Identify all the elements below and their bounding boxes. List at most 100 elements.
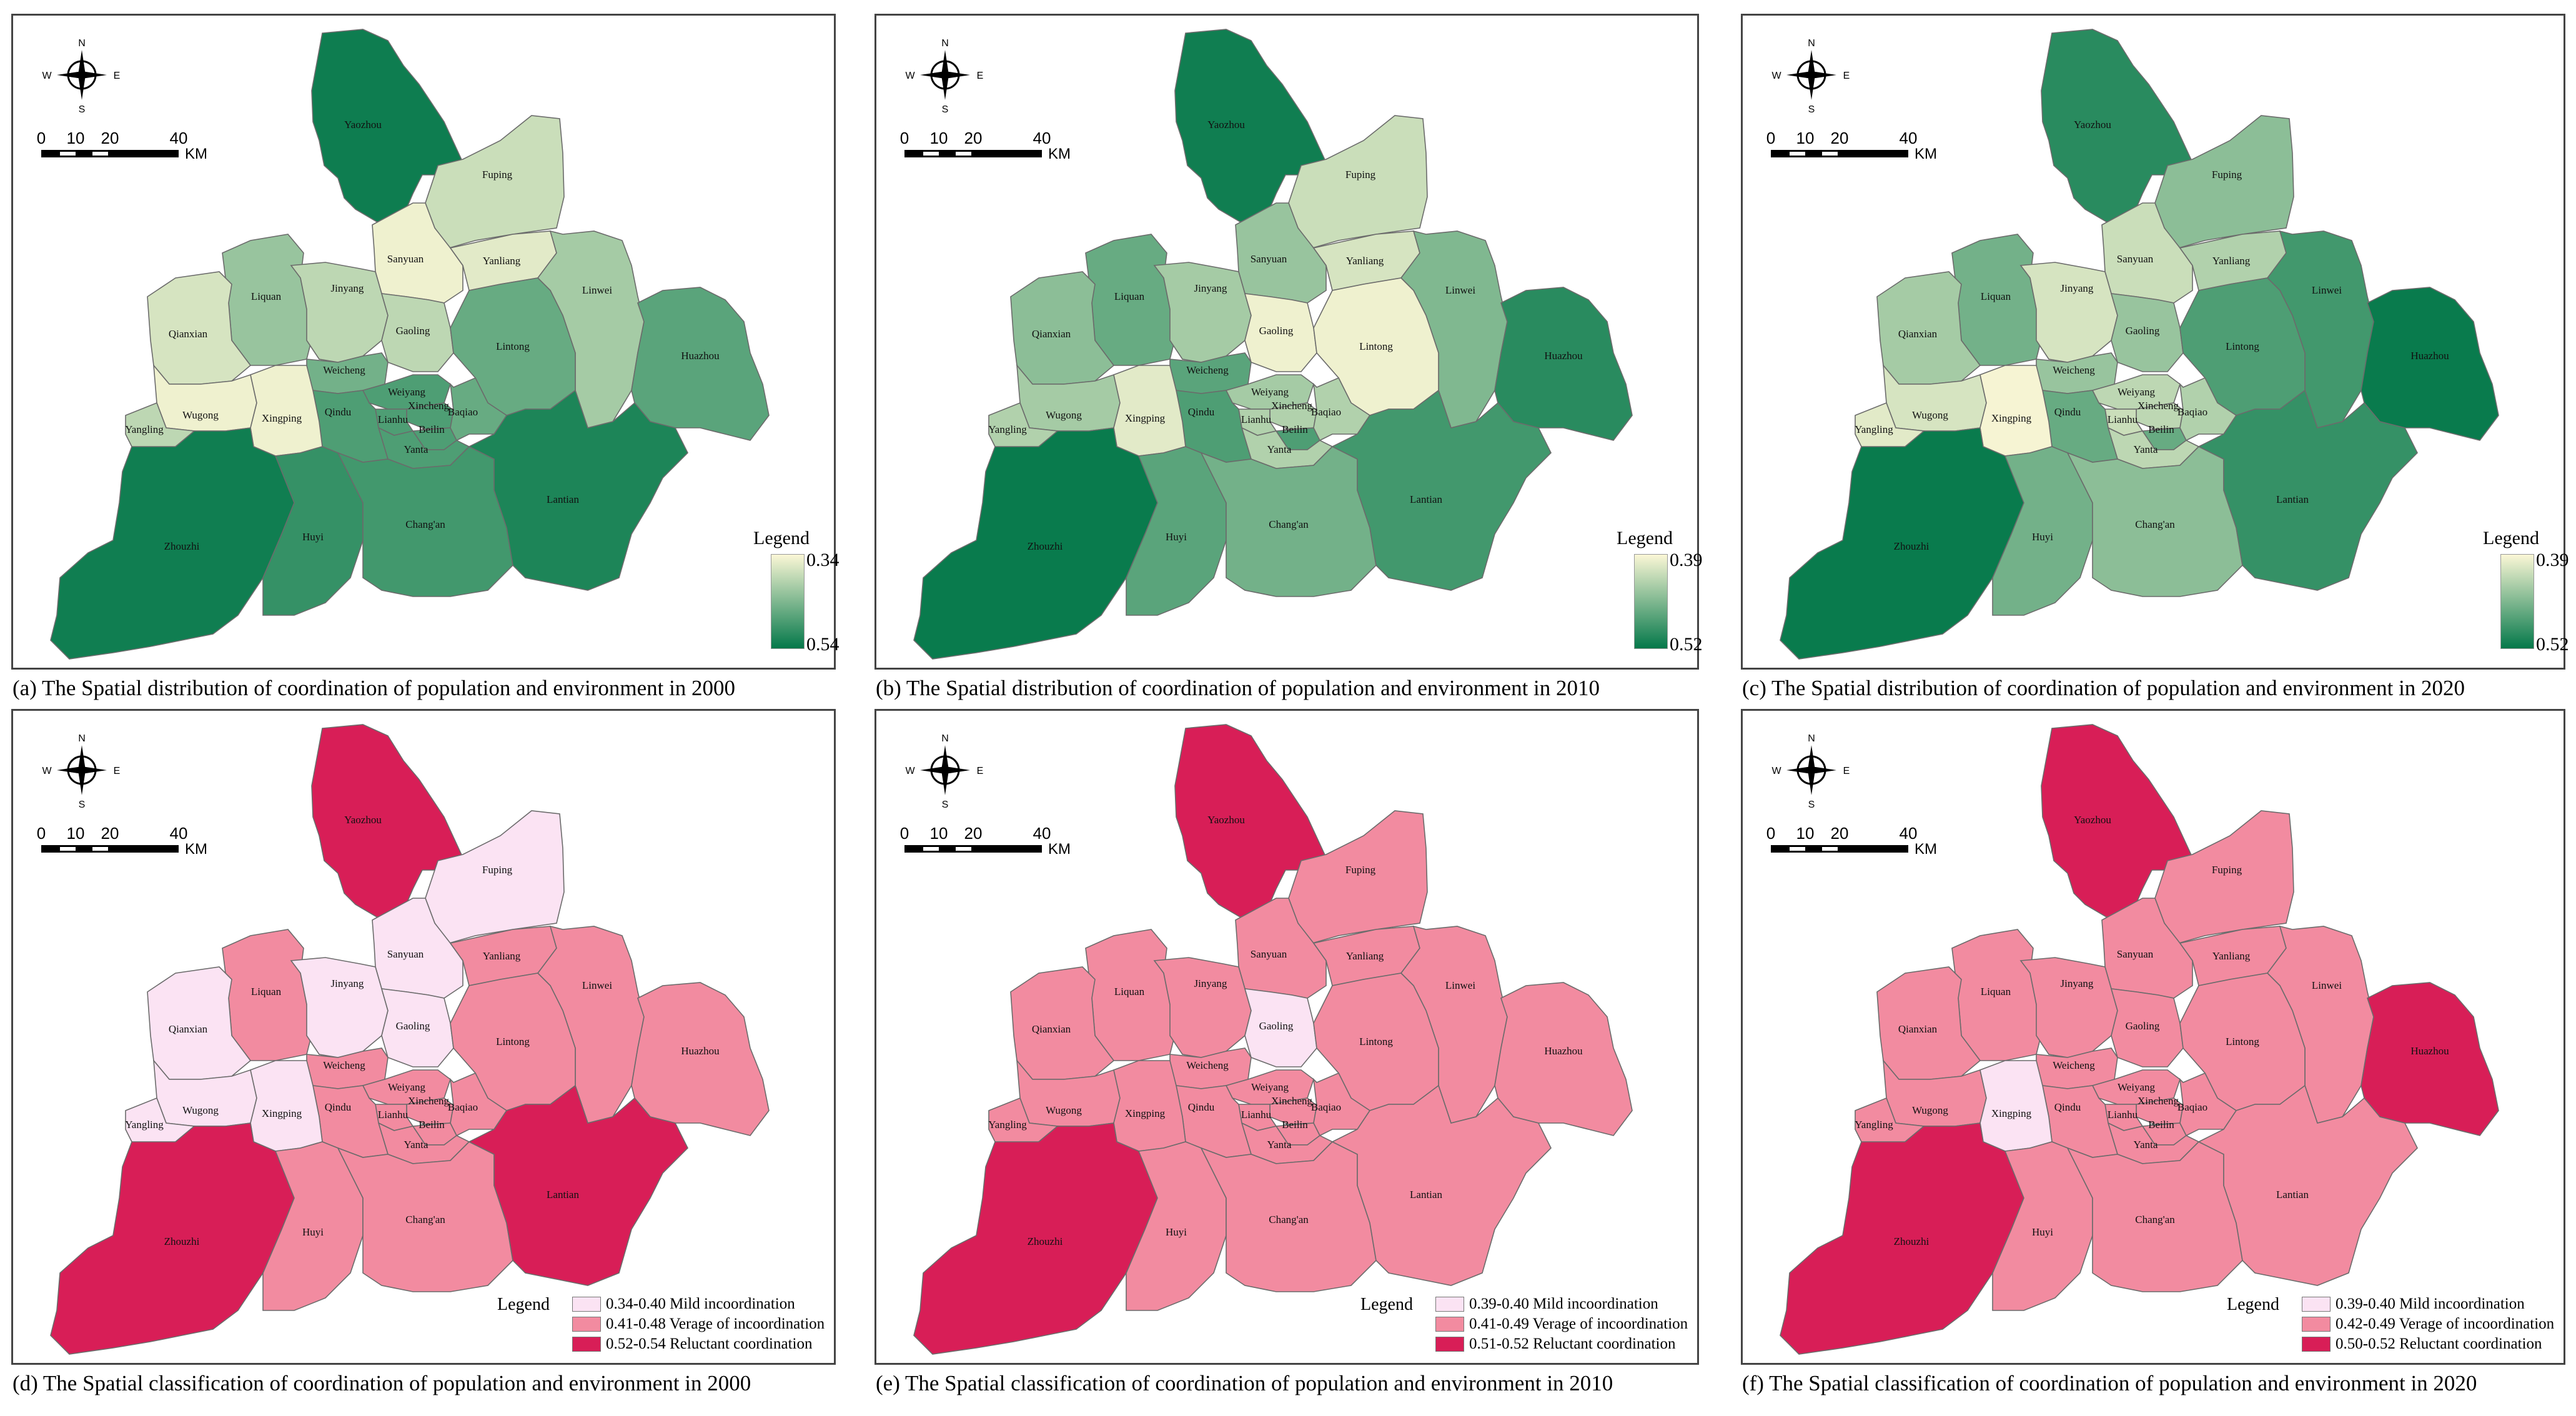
legend-title: Legend — [497, 1295, 550, 1314]
panel-caption: (d) The Spatial classification of coordi… — [12, 1371, 751, 1395]
district-label: Lianhu — [378, 413, 409, 425]
district-label: Sanyuan — [387, 253, 424, 265]
district-huazhou[interactable] — [631, 982, 770, 1136]
district-zhouzhi[interactable] — [1780, 1122, 2038, 1355]
compass-needle-s — [78, 75, 86, 100]
district-huazhou[interactable] — [2361, 287, 2499, 441]
district-label: Baqiao — [2177, 1101, 2207, 1113]
legend-class-row: 0.52-0.54 Reluctant coordination — [572, 1335, 812, 1354]
district-huyi[interactable] — [1992, 446, 2093, 616]
district-weiyang[interactable] — [362, 1069, 451, 1105]
district-jinyang[interactable] — [1153, 957, 1252, 1058]
compass-label-e: E — [114, 766, 121, 776]
district-label: Xincheng — [2138, 400, 2179, 412]
scale-tick-label: 40 — [1900, 824, 1918, 843]
legend-class-row: 0.41-0.48 Verage of incoordination — [572, 1315, 825, 1334]
scale-bar-segment — [60, 847, 76, 851]
district-zhouzhi[interactable] — [50, 1122, 308, 1355]
district-baqiao[interactable] — [2179, 1072, 2237, 1137]
district-label: Xingping — [1125, 412, 1166, 424]
district-baqiao[interactable] — [449, 1072, 508, 1137]
district-baqiao[interactable] — [1312, 1072, 1371, 1137]
compass-label-n: N — [78, 38, 86, 49]
compass-label-n: N — [1808, 38, 1815, 49]
compass-needle-s — [1808, 770, 1815, 795]
district-label: Chang'an — [2135, 1214, 2175, 1225]
district-zhouzhi[interactable] — [50, 427, 308, 660]
district-lantian[interactable] — [2197, 389, 2418, 591]
scale-tick-label: 40 — [170, 824, 188, 843]
compass-needle-s — [941, 75, 949, 100]
map-panel-1: Yaozhou Fuping Sanyuan Yanliang Liquan Jinyan… — [11, 14, 840, 670]
district-baqiao[interactable] — [449, 377, 508, 442]
district-label: Huazhou — [2410, 350, 2449, 362]
district-weiyang[interactable] — [2091, 1069, 2181, 1105]
compass-needle-n — [1808, 745, 1815, 770]
district-baqiao[interactable] — [2179, 377, 2237, 442]
compass-needle-w — [57, 71, 82, 79]
legend-swatch — [2302, 1317, 2331, 1332]
district-huyi[interactable] — [1126, 446, 1227, 616]
district-label: Huazhou — [681, 1045, 720, 1057]
district-huyi[interactable] — [262, 1141, 364, 1311]
district-zhouzhi[interactable] — [913, 427, 1171, 660]
district-huyi[interactable] — [262, 446, 364, 616]
district-jinyang[interactable] — [2019, 957, 2118, 1058]
district-label: Fuping — [1345, 864, 1376, 876]
scale-tick-label: 40 — [1900, 129, 1918, 147]
legend-swatch — [572, 1297, 601, 1312]
map-panel-6: Yaozhou Fuping Sanyuan Yanliang Liquan Jinyan… — [1741, 709, 2565, 1365]
district-jinyang[interactable] — [290, 957, 389, 1058]
district-gaoling[interactable] — [380, 988, 454, 1067]
compass-label-s: S — [1808, 800, 1815, 810]
compass-label-w: W — [42, 71, 52, 81]
scale-bar-segment — [1822, 152, 1838, 156]
compass-rose: N S W E — [42, 38, 120, 115]
district-baqiao[interactable] — [1312, 377, 1371, 442]
compass-label-w: W — [42, 766, 52, 776]
district-gaoling[interactable] — [1244, 988, 1317, 1067]
legend-swatch — [572, 1337, 601, 1352]
district-gaoling[interactable] — [2110, 988, 2184, 1067]
district-huazhou[interactable] — [631, 287, 770, 441]
district-jinyang[interactable] — [1153, 262, 1252, 363]
compass-label-w: W — [1771, 71, 1781, 81]
district-lantian[interactable] — [1331, 1084, 1552, 1286]
district-map: Yaozhou Fuping Sanyuan Yanliang Liquan Jinyan… — [37, 724, 770, 1355]
district-gaoling[interactable] — [1244, 293, 1317, 372]
district-lantian[interactable] — [468, 1084, 688, 1286]
legend-min-label: 0.39 — [2536, 550, 2569, 570]
district-jinyang[interactable] — [2019, 262, 2118, 363]
district-lantian[interactable] — [468, 389, 688, 591]
district-weiyang[interactable] — [1225, 374, 1314, 410]
district-huazhou[interactable] — [1494, 982, 1633, 1136]
district-huazhou[interactable] — [1494, 287, 1633, 441]
district-huyi[interactable] — [1992, 1141, 2093, 1311]
district-huazhou[interactable] — [2361, 982, 2499, 1136]
district-huyi[interactable] — [1126, 1141, 1227, 1311]
district-weiyang[interactable] — [2091, 374, 2181, 410]
district-label: Weiyang — [2118, 1081, 2155, 1093]
district-gaoling[interactable] — [380, 293, 454, 372]
district-lantian[interactable] — [2197, 1084, 2418, 1286]
district-weiyang[interactable] — [362, 374, 451, 410]
district-lantian[interactable] — [1331, 389, 1552, 591]
district-weiyang[interactable] — [1225, 1069, 1314, 1105]
district-zhouzhi[interactable] — [1780, 427, 2038, 660]
district-label: Lintong — [2226, 340, 2259, 352]
compass-needle-s — [941, 770, 949, 795]
district-label: Xincheng — [408, 400, 450, 412]
district-label: Qianxian — [1898, 328, 1938, 340]
compass-needle-s — [78, 770, 86, 795]
district-label: Weiyang — [388, 386, 425, 398]
district-gaoling[interactable] — [2110, 293, 2184, 372]
district-label: Huyi — [2032, 1226, 2053, 1238]
district-label: Lintong — [496, 1036, 530, 1047]
district-zhouzhi[interactable] — [913, 1122, 1171, 1355]
district-label: Xingping — [262, 1107, 302, 1119]
district-label: Weiyang — [1251, 1081, 1289, 1093]
district-label: Weicheng — [323, 1059, 365, 1071]
district-label: Yanliang — [2212, 950, 2251, 962]
district-jinyang[interactable] — [290, 262, 389, 363]
